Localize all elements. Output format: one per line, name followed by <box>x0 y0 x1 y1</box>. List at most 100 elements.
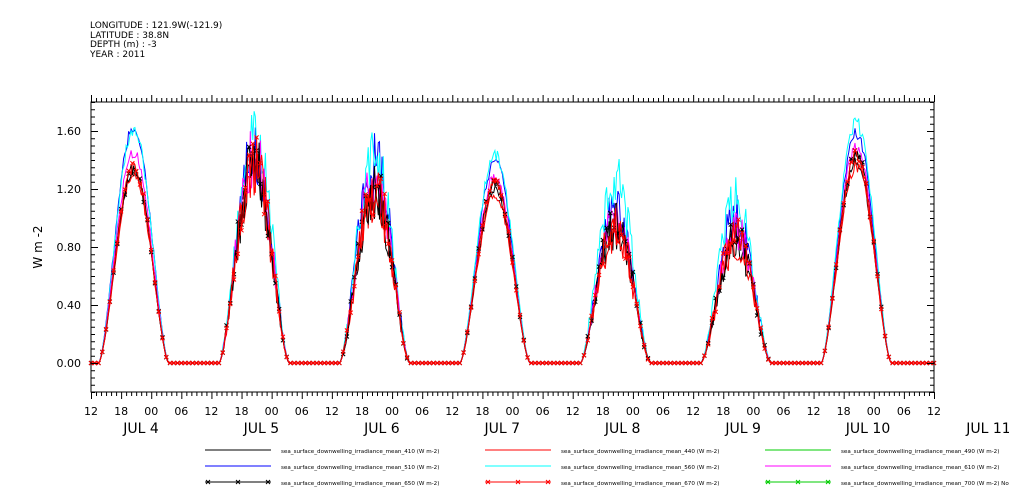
y-tick-label: 1.60 <box>57 125 82 138</box>
series-marker <box>261 211 267 217</box>
series-marker <box>826 324 831 330</box>
x-tick-label: 06 <box>295 405 309 418</box>
series-marker <box>209 360 214 366</box>
series-marker <box>690 360 696 366</box>
series-marker <box>822 348 828 354</box>
series-marker <box>679 360 685 366</box>
series-marker <box>630 269 636 275</box>
x-tick-label: 18 <box>716 405 730 418</box>
series-marker <box>367 197 372 202</box>
legend-marker <box>825 479 831 485</box>
legend-marker <box>485 479 491 485</box>
series-marker <box>265 233 271 239</box>
series-marker <box>231 277 237 282</box>
axes-layer: 12 18 00 06 12 18 00 06 12 18 00 06 12 18 00 06 12 18 00 06… <box>31 95 1009 437</box>
series-marker <box>152 279 158 285</box>
series-marker <box>114 240 120 245</box>
series-marker <box>148 247 154 253</box>
series-marker <box>431 360 436 366</box>
series-marker <box>280 334 286 340</box>
series-marker <box>720 275 726 281</box>
legend-label: sea_surface_downwelling_irradiance_mean_… <box>841 465 999 471</box>
series-marker <box>506 228 512 234</box>
series-marker <box>118 208 124 214</box>
series-marker <box>325 360 331 366</box>
legend-marker <box>545 479 551 485</box>
series-marker <box>717 284 722 290</box>
series-marker <box>799 360 805 366</box>
x-day-label: JUL 6 <box>363 421 400 437</box>
series-marker <box>393 282 399 287</box>
series-marker <box>607 241 613 247</box>
series-marker <box>687 360 692 366</box>
series-marker <box>404 354 410 360</box>
series-marker <box>295 360 301 366</box>
series-marker <box>464 329 470 335</box>
series-marker <box>246 152 252 158</box>
series-marker <box>145 216 150 222</box>
series-marker <box>856 159 862 164</box>
series-marker <box>476 246 481 251</box>
series-marker <box>227 301 233 307</box>
series-marker <box>333 360 338 366</box>
series-marker <box>205 360 211 366</box>
series-marker <box>860 164 865 170</box>
series-marker <box>743 243 749 249</box>
longitude-label: LONGITUDE : 121.9W(-121.9) <box>90 21 223 31</box>
series-marker <box>683 360 688 366</box>
series-marker <box>630 284 636 290</box>
x-tick-label: 00 <box>867 405 881 418</box>
series-marker <box>250 141 256 147</box>
series-marker <box>814 360 820 366</box>
series-marker <box>833 262 839 267</box>
series-marker <box>190 360 195 366</box>
series-marker <box>664 360 670 366</box>
x-tick-label: 12 <box>807 405 821 418</box>
legend-label: sea_surface_downwelling_irradiance_mean_… <box>561 481 719 487</box>
legend-marker <box>235 479 241 485</box>
legend-marker <box>515 479 521 485</box>
series-marker <box>359 208 365 214</box>
series-marker <box>660 360 666 366</box>
series-marker <box>769 360 775 366</box>
series-marker <box>863 180 869 186</box>
series-marker <box>766 357 771 363</box>
legend-label: sea_surface_downwelling_irradiance_mean_… <box>281 481 439 487</box>
series-marker <box>852 148 858 153</box>
series-marker <box>483 199 489 205</box>
series-marker <box>186 360 192 366</box>
series-marker <box>182 360 188 366</box>
series-marker <box>235 251 241 257</box>
series-marker <box>220 350 226 355</box>
x-day-label: JUL 11 <box>965 421 1009 437</box>
series-marker <box>841 200 847 206</box>
series-marker <box>528 360 534 366</box>
series-marker <box>423 360 429 366</box>
series-marker <box>412 360 418 366</box>
series-marker <box>160 335 165 341</box>
series-marker <box>461 350 466 355</box>
series-marker <box>303 360 308 366</box>
depth-label: DEPTH (m) : -3 <box>90 40 157 50</box>
x-day-label: JUL 5 <box>243 421 280 437</box>
series-marker <box>604 244 609 249</box>
series-marker <box>321 360 327 366</box>
series-marker <box>167 360 173 366</box>
x-day-label: JUL 10 <box>845 421 890 437</box>
series-marker <box>438 360 444 366</box>
series-marker <box>517 312 523 318</box>
series-marker <box>623 256 628 262</box>
series-marker <box>566 360 572 366</box>
series-marker <box>732 240 737 246</box>
x-tick-label: 12 <box>686 405 700 418</box>
series-marker <box>348 310 354 316</box>
series-marker <box>717 288 722 293</box>
series-marker <box>318 360 323 366</box>
series-marker <box>216 360 222 366</box>
series-marker <box>619 232 624 238</box>
legend-marker <box>265 479 271 485</box>
x-tick-label: 00 <box>626 405 640 418</box>
series-marker <box>702 353 707 359</box>
series-marker <box>480 223 485 228</box>
series-marker <box>607 210 613 216</box>
